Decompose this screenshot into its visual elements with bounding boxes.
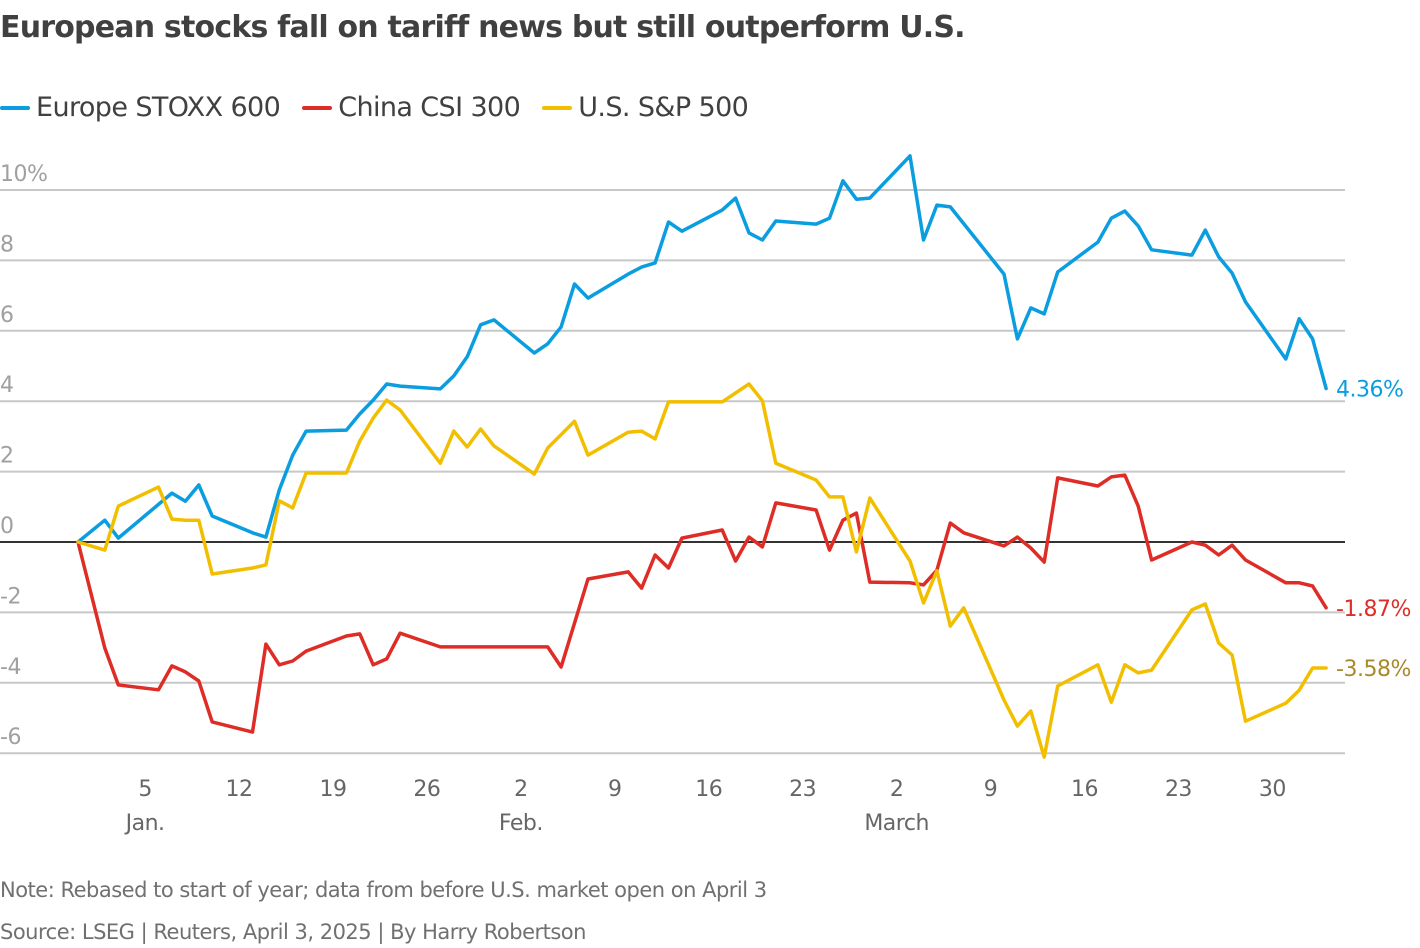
x-tick-label: 23 bbox=[789, 777, 816, 802]
legend-swatch-europe bbox=[0, 105, 30, 110]
y-tick-label: -2 bbox=[0, 584, 21, 609]
y-tick-label: 6 bbox=[0, 303, 14, 328]
legend-swatch-us bbox=[542, 105, 573, 110]
x-month-label: March bbox=[864, 811, 929, 836]
series-line-europe bbox=[76, 154, 1328, 544]
x-tick-label: 16 bbox=[695, 777, 722, 802]
y-tick-label: 8 bbox=[0, 232, 14, 257]
legend-item-europe: Europe STOXX 600 bbox=[0, 92, 281, 123]
y-tick-label: -6 bbox=[0, 725, 21, 750]
x-tick-label: 26 bbox=[413, 777, 440, 802]
legend-label-us: U.S. S&P 500 bbox=[578, 92, 749, 123]
chart-source: Source: LSEG | Reuters, April 3, 2025 | … bbox=[0, 920, 586, 944]
x-tick-label: 2 bbox=[890, 777, 904, 802]
legend-item-us: U.S. S&P 500 bbox=[542, 92, 749, 123]
end-label-us: -3.58% bbox=[1336, 657, 1411, 682]
series-line-us bbox=[76, 382, 1328, 759]
x-tick-label: 9 bbox=[984, 777, 998, 802]
x-tick-label: 5 bbox=[138, 777, 152, 802]
x-axis-labels: 5 12 19 26 2 9 16 23 2 9 16 23 30 Jan. Feb. March bbox=[124, 777, 1287, 836]
y-tick-label: 10% bbox=[0, 162, 47, 187]
x-tick-label: 19 bbox=[319, 777, 346, 802]
legend-swatch-china bbox=[302, 105, 333, 110]
y-tick-label: 2 bbox=[0, 444, 14, 469]
legend: Europe STOXX 600 China CSI 300 U.S. S&P … bbox=[0, 92, 770, 123]
legend-label-china: China CSI 300 bbox=[338, 92, 521, 123]
x-tick-label: 23 bbox=[1165, 777, 1192, 802]
y-tick-label: 0 bbox=[0, 514, 14, 539]
chart-note: Note: Rebased to start of year; data fro… bbox=[0, 878, 767, 902]
x-tick-label: 2 bbox=[514, 777, 528, 802]
x-month-label: Jan. bbox=[124, 811, 165, 836]
end-label-europe: 4.36% bbox=[1336, 378, 1403, 403]
chart-title: European stocks fall on tariff news but … bbox=[0, 10, 966, 45]
end-label-china: -1.87% bbox=[1336, 597, 1411, 622]
x-tick-label: 30 bbox=[1259, 777, 1286, 802]
series-layer bbox=[76, 154, 1328, 759]
x-tick-label: 16 bbox=[1071, 777, 1098, 802]
x-month-label: Feb. bbox=[499, 811, 543, 836]
end-labels: 4.36% -1.87% -3.58% bbox=[1336, 378, 1411, 682]
y-tick-label: 4 bbox=[0, 373, 14, 398]
legend-item-china: China CSI 300 bbox=[302, 92, 521, 123]
legend-label-europe: Europe STOXX 600 bbox=[36, 92, 281, 123]
y-tick-label: -4 bbox=[0, 655, 21, 680]
grid-layer bbox=[0, 189, 1345, 755]
x-tick-label: 9 bbox=[608, 777, 622, 802]
x-tick-label: 12 bbox=[226, 777, 253, 802]
y-axis-labels: 10% 8 6 4 2 0 -2 -4 -6 bbox=[0, 162, 48, 750]
series-line-china bbox=[76, 473, 1328, 734]
